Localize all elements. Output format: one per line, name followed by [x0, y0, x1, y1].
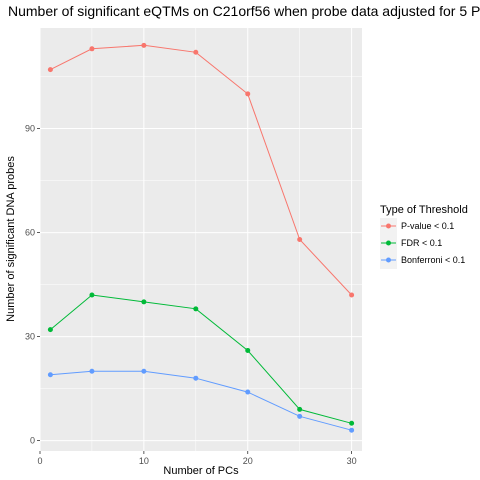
data-point	[89, 292, 95, 298]
x-tick-label: 30	[347, 456, 357, 466]
chart-title: Number of significant eQTMs on C21orf56 …	[8, 3, 480, 19]
x-axis: 0 10 20 30	[37, 451, 357, 466]
legend: Type of Threshold P-value < 0.1 FDR < 0.1…	[380, 204, 468, 269]
y-tick-label: 30	[25, 332, 35, 342]
data-point	[141, 299, 147, 305]
data-point	[349, 427, 355, 433]
legend-label: Bonferroni < 0.1	[401, 255, 465, 265]
series-layer	[47, 42, 355, 433]
data-point	[89, 46, 95, 52]
legend-label: P-value < 0.1	[401, 221, 454, 231]
data-point	[47, 372, 53, 378]
legend-key-point	[386, 257, 391, 263]
data-point	[47, 327, 53, 333]
x-axis-title: Number of PCs	[163, 465, 239, 477]
data-point	[141, 368, 147, 374]
data-point	[245, 347, 251, 353]
data-point	[193, 306, 199, 312]
grid-major	[39, 28, 362, 451]
y-tick-label: 90	[25, 124, 35, 134]
y-axis-title: Number of significant DNA probes	[5, 156, 17, 322]
data-point	[193, 375, 199, 381]
plot-panel	[40, 28, 362, 451]
x-tick-label: 20	[243, 456, 253, 466]
legend-key-point	[386, 223, 391, 229]
legend-title: Type of Threshold	[380, 204, 468, 216]
legend-key	[380, 235, 397, 252]
y-axis: 0 30 60 90	[25, 124, 40, 446]
data-point	[297, 237, 303, 242]
x-tick-label: 0	[37, 456, 42, 466]
data-point	[89, 368, 95, 374]
data-point	[245, 91, 251, 97]
legend-label: FDR < 0.1	[401, 238, 442, 248]
y-tick-label: 0	[30, 436, 35, 446]
y-tick-label: 60	[25, 228, 35, 238]
data-point	[349, 292, 355, 298]
data-point	[297, 413, 303, 419]
data-point	[141, 42, 147, 48]
data-point	[193, 49, 199, 55]
x-tick-label: 10	[139, 456, 149, 466]
data-point	[349, 420, 355, 426]
data-point	[47, 67, 53, 73]
legend-key-point	[386, 240, 391, 246]
legend-key	[380, 252, 397, 269]
legend-key	[380, 218, 397, 235]
data-point	[297, 406, 303, 412]
data-point	[245, 389, 251, 395]
